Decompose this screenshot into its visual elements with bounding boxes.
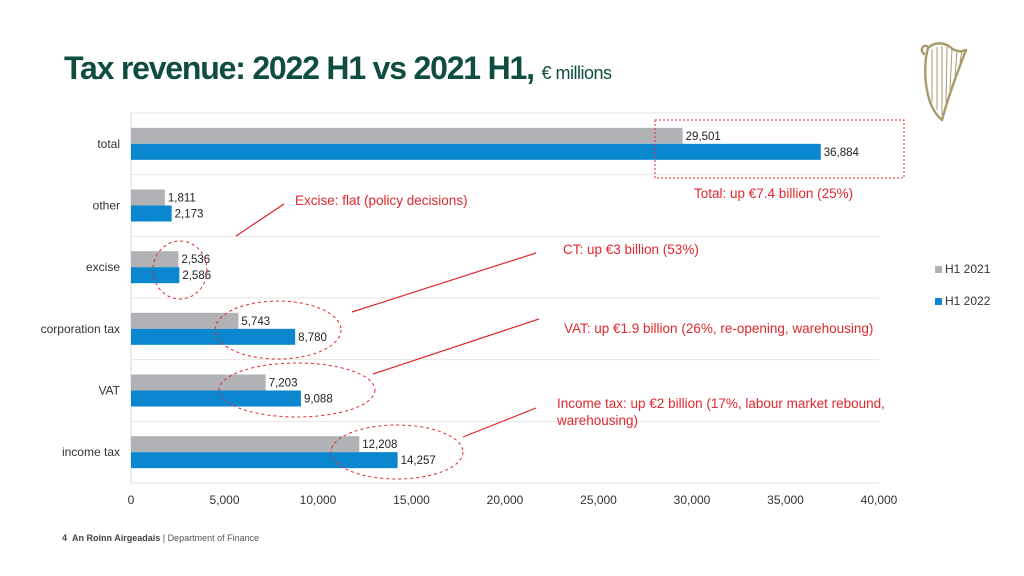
category-label: total xyxy=(97,137,120,151)
bar xyxy=(131,328,296,345)
category-label: other xyxy=(93,199,120,213)
annotation-total: Total: up €7.4 billion (25%) xyxy=(694,186,853,201)
data-label: 29,501 xyxy=(686,131,721,143)
footer-department: Department of Finance xyxy=(167,533,260,543)
data-label: 7,203 xyxy=(269,378,298,390)
x-tick-label: 40,000 xyxy=(861,493,898,507)
legend-label: H1 2022 xyxy=(945,294,991,308)
bar xyxy=(131,452,398,469)
category-label: income tax xyxy=(62,445,120,459)
harp-icon xyxy=(920,42,968,122)
annotation-income-tax: Income tax: up €2 billion (17%, labour m… xyxy=(557,396,885,411)
annotation-arrow xyxy=(462,407,537,438)
highlight-ellipse xyxy=(152,240,208,300)
bar xyxy=(131,189,165,206)
slide-title-main: Tax revenue: 2022 H1 vs 2021 H1, xyxy=(64,50,535,86)
data-label: 2,173 xyxy=(175,209,204,221)
x-tick-label: 5,000 xyxy=(209,493,239,507)
annotation-vat: VAT: up €1.9 billion (26%, re-opening, w… xyxy=(564,321,873,336)
highlight-ellipse xyxy=(330,424,464,480)
footer-page-number: 4 xyxy=(62,533,68,543)
bar xyxy=(131,374,266,391)
legend-swatch xyxy=(935,266,942,273)
data-label: 14,257 xyxy=(401,455,436,467)
annotation-arrow xyxy=(372,318,540,375)
category-label: excise xyxy=(86,260,120,274)
highlight-ellipse xyxy=(218,362,376,418)
annotation-arrow xyxy=(351,252,537,313)
data-label: 5,743 xyxy=(241,316,270,328)
data-label: 12,208 xyxy=(362,439,397,451)
x-tick-label: 25,000 xyxy=(580,493,617,507)
legend-swatch xyxy=(935,298,942,305)
bar xyxy=(131,127,683,144)
annotation-excise: Excise: flat (policy decisions) xyxy=(295,193,468,208)
category-label: corporation tax xyxy=(41,322,120,336)
annotation-income-tax-line2: warehousing) xyxy=(556,413,638,428)
x-tick-label: 20,000 xyxy=(487,493,524,507)
bar xyxy=(131,267,180,284)
x-tick-label: 10,000 xyxy=(300,493,337,507)
bar xyxy=(131,205,172,222)
data-label: 8,780 xyxy=(298,332,327,344)
slide-title: Tax revenue: 2022 H1 vs 2021 H1, € milli… xyxy=(64,50,612,87)
highlight-ellipse xyxy=(214,300,342,360)
bar xyxy=(131,436,360,453)
annotation-ct: CT: up €3 billion (53%) xyxy=(563,242,699,257)
data-label: 2,586 xyxy=(182,270,211,282)
footer-org: An Roinn Airgeadais xyxy=(72,533,161,543)
x-tick-label: 15,000 xyxy=(393,493,430,507)
x-tick-label: 30,000 xyxy=(674,493,711,507)
data-label: 9,088 xyxy=(304,394,333,406)
bar xyxy=(131,390,301,407)
slide-title-unit: € millions xyxy=(541,63,612,83)
data-label: 36,884 xyxy=(824,147,860,159)
footer-separator: | xyxy=(160,533,168,543)
x-tick-label: 35,000 xyxy=(767,493,804,507)
bar xyxy=(131,312,239,329)
x-tick-label: 0 xyxy=(128,493,135,507)
total-highlight-box xyxy=(654,119,905,179)
data-label: 1,811 xyxy=(168,193,196,205)
category-label: VAT xyxy=(98,384,120,398)
bar xyxy=(131,143,821,160)
legend-label: H1 2021 xyxy=(945,262,991,276)
annotation-arrow xyxy=(235,203,285,237)
data-label: 2,536 xyxy=(181,254,210,266)
footer: 4 An Roinn Airgeadais | Department of Fi… xyxy=(62,533,259,543)
